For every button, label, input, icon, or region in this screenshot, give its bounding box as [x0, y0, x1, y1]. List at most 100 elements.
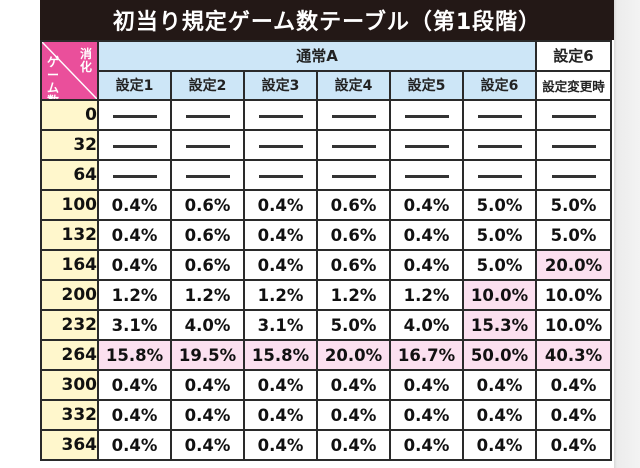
dash-mark — [185, 114, 230, 118]
rate-cell: 0.4% — [316, 399, 391, 431]
rate-cell: 0.4% — [389, 369, 464, 401]
rate-cell: 19.5% — [170, 339, 245, 371]
dash-mark — [404, 114, 449, 118]
empty-dash-cell — [535, 99, 613, 131]
empty-dash-cell — [461, 159, 538, 191]
rate-cell: 5.0% — [461, 249, 538, 281]
dash-mark — [551, 114, 596, 118]
rate-cell: 5.0% — [316, 309, 391, 341]
rate-cell: 0.4% — [243, 219, 318, 251]
empty-dash-cell — [461, 99, 538, 131]
rate-cell: 15.3% — [461, 309, 538, 341]
empty-dash-cell — [243, 99, 318, 131]
diagonal-divider — [43, 43, 96, 98]
column-header: 設定6 — [461, 69, 538, 101]
rate-cell: 0.4% — [97, 399, 172, 431]
rate-cell: 20.0% — [535, 249, 613, 281]
table-title-text: 初当り規定ゲーム数テーブル（第1段階） — [112, 10, 542, 35]
rate-cell: 40.3% — [535, 339, 613, 371]
rate-cell: 0.4% — [389, 429, 464, 461]
rate-cell: 4.0% — [389, 309, 464, 341]
rate-cell: 4.0% — [170, 309, 245, 341]
empty-dash-cell — [461, 129, 538, 161]
table-row: 64 — [40, 159, 613, 191]
corner-label-games: ゲーム数 — [46, 55, 59, 99]
table-title: 初当り規定ゲーム数テーブル（第1段階） — [40, 0, 614, 40]
empty-dash-cell — [535, 159, 613, 191]
rate-cell: 0.6% — [316, 219, 391, 251]
rate-cell: 0.4% — [170, 369, 245, 401]
group-header-normal-a: 通常A — [96, 40, 538, 72]
table-row: 364 0.4% 0.4% 0.4% 0.4% 0.4% 0.4% 0.4% — [40, 429, 613, 461]
rate-cell: 0.4% — [461, 399, 538, 431]
dash-mark — [551, 144, 596, 148]
rate-cell: 10.0% — [461, 279, 538, 311]
dash-mark — [477, 114, 522, 118]
rate-cell: 0.4% — [389, 219, 464, 251]
corner-label-consumed: 消化 — [79, 47, 92, 74]
rate-cell: 0.4% — [170, 429, 245, 461]
rate-cell: 1.2% — [389, 279, 464, 311]
rate-cell: 5.0% — [535, 189, 613, 221]
corner-header: 消化 ゲーム数 — [40, 40, 99, 101]
rate-cell: 0.6% — [316, 249, 391, 281]
rate-cell: 0.4% — [97, 369, 172, 401]
dash-mark — [258, 174, 303, 178]
rate-cell: 0.4% — [170, 399, 245, 431]
rate-cell: 0.4% — [389, 249, 464, 281]
rate-cell: 1.2% — [170, 279, 245, 311]
games-cell: 200 — [40, 279, 99, 311]
table-row: 100 0.4% 0.6% 0.4% 0.6% 0.4% 5.0% 5.0% — [40, 189, 613, 221]
column-header: 設定5 — [389, 69, 464, 101]
table-row: 300 0.4% 0.4% 0.4% 0.4% 0.4% 0.4% 0.4% — [40, 369, 613, 401]
rate-cell: 0.6% — [170, 249, 245, 281]
games-cell: 232 — [40, 309, 99, 341]
rate-cell: 16.7% — [389, 339, 464, 371]
rate-cell: 1.2% — [97, 279, 172, 311]
rate-cell: 0.4% — [243, 429, 318, 461]
rate-cell: 0.4% — [243, 399, 318, 431]
rate-cell: 0.4% — [461, 369, 538, 401]
empty-dash-cell — [243, 159, 318, 191]
rate-cell: 10.0% — [535, 279, 613, 311]
dash-mark — [404, 174, 449, 178]
rate-cell: 0.4% — [243, 249, 318, 281]
dash-mark — [258, 144, 303, 148]
rate-cell: 1.2% — [316, 279, 391, 311]
games-cell: 300 — [40, 369, 99, 401]
table-row: 200 1.2% 1.2% 1.2% 1.2% 1.2% 10.0% 10.0% — [40, 279, 613, 311]
table-row: 332 0.4% 0.4% 0.4% 0.4% 0.4% 0.4% 0.4% — [40, 399, 613, 431]
games-cell: 132 — [40, 219, 99, 251]
rate-cell: 0.4% — [97, 219, 172, 251]
table-row: 32 — [40, 129, 613, 161]
empty-dash-cell — [97, 99, 172, 131]
dash-mark — [258, 114, 303, 118]
empty-dash-cell — [389, 159, 464, 191]
dash-mark — [112, 114, 157, 118]
empty-dash-cell — [389, 129, 464, 161]
first-hit-game-count-table: 消化 ゲーム数 通常A 設定6 設定1設定2設定3設定4設定5設定6設定変更時 … — [40, 40, 613, 461]
column-header: 設定4 — [316, 69, 391, 101]
empty-dash-cell — [97, 159, 172, 191]
rate-cell: 5.0% — [461, 189, 538, 221]
games-cell: 364 — [40, 429, 99, 461]
dash-mark — [331, 144, 376, 148]
rate-cell: 0.4% — [243, 189, 318, 221]
empty-dash-cell — [316, 99, 391, 131]
page-edge-shadow — [614, 0, 640, 468]
rate-cell: 15.8% — [243, 339, 318, 371]
empty-dash-cell — [170, 159, 245, 191]
rate-cell: 3.1% — [243, 309, 318, 341]
rate-cell: 0.4% — [316, 429, 391, 461]
rate-cell: 10.0% — [535, 309, 613, 341]
empty-dash-cell — [535, 129, 613, 161]
rate-cell: 0.4% — [97, 189, 172, 221]
games-cell: 264 — [40, 339, 99, 371]
empty-dash-cell — [170, 99, 245, 131]
empty-dash-cell — [316, 159, 391, 191]
dash-mark — [185, 174, 230, 178]
column-header: 設定3 — [243, 69, 318, 101]
dash-mark — [477, 144, 522, 148]
table-row: 164 0.4% 0.6% 0.4% 0.6% 0.4% 5.0% 20.0% — [40, 249, 613, 281]
column-header: 設定2 — [170, 69, 245, 101]
